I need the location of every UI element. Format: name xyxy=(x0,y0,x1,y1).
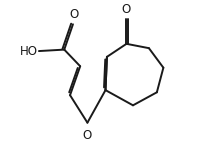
Text: HO: HO xyxy=(19,45,38,58)
Text: O: O xyxy=(83,129,92,142)
Text: O: O xyxy=(122,3,131,16)
Text: O: O xyxy=(70,8,79,21)
